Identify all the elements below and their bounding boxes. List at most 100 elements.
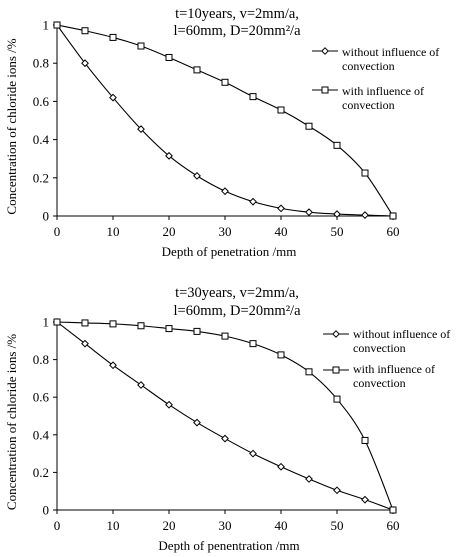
chart-1-y-tick-label: 0.6 (33, 94, 50, 109)
chart-1-series-2-point (305, 122, 313, 130)
chart-1-series-1-point (305, 208, 313, 217)
legend-label-line: without influence of (353, 327, 450, 341)
chart-1-series-2-point (361, 169, 369, 177)
chart-1-y-tick-label: 0.2 (33, 170, 49, 185)
chart-2-x-tick-label: 40 (275, 518, 288, 533)
chart-1-x-axis-label: Depth of penetration /mm (162, 244, 297, 259)
chart-2-series-2-point (165, 325, 173, 333)
chart-1-series-2-point (165, 53, 173, 61)
chart-2-x-tick-label: 50 (331, 518, 344, 533)
chart-2-y-tick-label: 0.4 (33, 427, 50, 442)
chart-1-x-tick-label: 20 (163, 224, 176, 239)
chart-2-legend-label-2: with influence of convection (353, 362, 435, 390)
chart-1-x-tick-label: 60 (387, 224, 400, 239)
chart-2-series-2-point (109, 320, 117, 328)
chart-2-series-2-point (361, 436, 369, 444)
chart-1-series-1-point (165, 151, 173, 160)
chart-1-x-tick-label: 40 (275, 224, 288, 239)
chart-2-series-2-point (137, 322, 145, 330)
chart-1-series-1-point (137, 125, 145, 134)
chart-2: t=30years, v=2mm/a, l=60mm, D=20mm²/a 0 0.2… (4, 285, 450, 553)
chart-1-series-2-point (221, 78, 229, 86)
chart-1-series-2-point (53, 21, 61, 29)
chart-1-legend-marker-2 (321, 86, 329, 94)
chart-2-y-axis-label: Concentration of chloride ions /% (4, 334, 19, 510)
chart-1-series-1-point (81, 59, 89, 68)
legend-label-line: convection (342, 98, 395, 112)
chart-2-legend-marker-1 (332, 330, 340, 338)
chart-2-series-2-point (333, 395, 341, 403)
chart-1-series-2-point (277, 106, 285, 114)
chart-1-series-2-point (389, 212, 397, 220)
chart-1-series-1-point (221, 187, 229, 196)
chart-2-series-2-point (53, 318, 61, 326)
chart-1-y-tick-label: 0 (43, 209, 50, 224)
chart-2-x-tick-label: 60 (387, 518, 400, 533)
chart-1-x-tick-label: 0 (54, 224, 61, 239)
chart-1-y-tick-label: 1 (43, 18, 50, 33)
chart-1-series-2-point (193, 66, 201, 74)
chart-2-x-tick-label: 0 (54, 518, 61, 533)
chart-1-legend-label-1: without influence of convection (342, 45, 439, 73)
chart-2-series-1-line (56, 321, 394, 511)
legend-label-line: convection (353, 376, 406, 390)
chart-2-series-1-point (277, 462, 285, 471)
chart-2-x-tick-label: 20 (163, 518, 176, 533)
chart-2-y-tick-label: 1 (43, 315, 50, 330)
chart-1-series-2-point (137, 42, 145, 50)
chart-2-x-tick-label: 10 (107, 518, 120, 533)
chart-2-series-1-point (193, 418, 201, 427)
chart-2-series-2-point (277, 351, 285, 359)
chart-1-legend-marker-1 (321, 47, 329, 55)
chart-2-y-tick-label: 0.6 (33, 390, 50, 405)
chart-2-series-2-point (249, 340, 257, 348)
chart-1-series-1-point (193, 171, 201, 180)
chart-2-series-2-point (81, 319, 89, 327)
legend-label-line: with influence of (342, 84, 424, 98)
legend-label-line: without influence of (342, 45, 439, 59)
chart-1-series-1-point (361, 211, 369, 219)
chart-1: t=10years, v=2mm/a,l=60mm, D=20mm²/a 0 0.2… (4, 6, 439, 259)
chart-2-x-tick-label: 30 (219, 518, 232, 533)
chart-1-series-1-point (333, 210, 341, 218)
chart-2-series-2-point (389, 506, 397, 514)
chart-1-legend-label-2: with influence of convection (342, 84, 424, 112)
chart-1-title-line-2: l=60mm, D=20mm²/a (173, 23, 301, 39)
chart-1-series-2-point (333, 141, 341, 149)
chart-2-series-1-point (109, 361, 117, 370)
chart-2-series-2-point (305, 368, 313, 376)
legend-label-line: convection (342, 59, 395, 73)
chart-2-series-2-line (56, 321, 394, 511)
chart-1-y-tick-label: 0.4 (33, 132, 50, 147)
chart-1-series-1-point (109, 93, 117, 102)
chart-2-series-2-point (221, 332, 229, 340)
chart-2-series-1-point (305, 475, 313, 483)
chart-2-legend-label-1: without influence of convection (353, 327, 450, 355)
chart-2-series-1-point (81, 339, 89, 348)
legend-label-line: convection (353, 341, 406, 355)
chart-1-series-2-point (81, 27, 89, 35)
chart-2-y-tick-label: 0.8 (33, 352, 49, 367)
chart-1-title-line-1: t=10years, v=2mm/a, (175, 6, 299, 22)
chart-2-series-1-point (361, 495, 369, 504)
chart-2-y-tick-label: 0 (43, 503, 50, 518)
chart-2-series-1-point (221, 434, 229, 443)
chart-2-series-2-point (193, 327, 201, 335)
chart-1-y-axis-label: Concentration of chloride ions /% (4, 38, 19, 214)
chart-2-x-axis-label: Depth of penentration /mm (158, 538, 299, 553)
chart-2-title-line-2: l=60mm, D=20mm²/a (173, 303, 301, 319)
chart-2-series-1-point (333, 486, 341, 495)
chart-1-series-2-point (109, 33, 117, 41)
chart-1-series-1-point (277, 204, 285, 213)
chart-2-series-1-point (165, 400, 173, 409)
legend-label-line: with influence of (353, 362, 435, 376)
chart-2-series-1-point (249, 449, 257, 458)
chart-1-series-2-point (249, 93, 257, 101)
chart-1-x-tick-label: 50 (331, 224, 344, 239)
chart-2-series-1-point (137, 381, 145, 389)
chart-1-series-1-point (249, 197, 257, 206)
chart-1-x-tick-label: 10 (107, 224, 120, 239)
chart-2-title-line-1: t=30years, v=2mm/a, (175, 285, 299, 301)
chart-1-y-tick-label: 0.8 (33, 56, 49, 71)
